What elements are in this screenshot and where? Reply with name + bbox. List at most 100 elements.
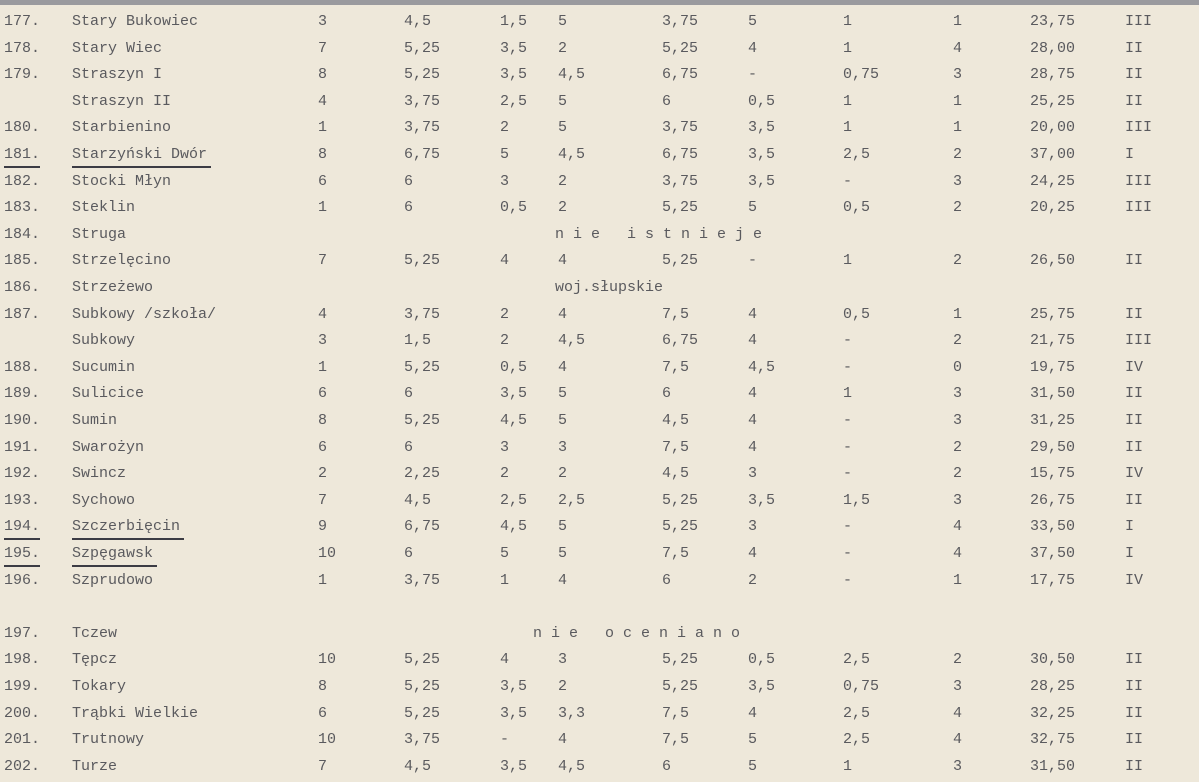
total-score: 26,75 [1030,491,1076,509]
score-cell: 5 [558,545,568,562]
score-cell: 2 [953,252,963,270]
score-cell: 5,25 [404,358,441,376]
score-cell: 3,75 [662,119,699,137]
row-number: 194. [4,517,41,541]
place-name: Tępcz [72,651,118,669]
place-name: Subkowy [72,332,136,350]
score-cell: 3,75 [404,305,441,323]
score-cell: 5,25 [404,39,441,57]
total-score: 25,75 [1030,305,1076,323]
row-number: 192. [4,465,41,483]
score-cell: 7 [318,757,328,775]
score-cell: 1 [843,119,853,137]
score-cell: 3 [500,438,510,456]
score-cell: 4 [558,252,568,270]
class-grade: III [1125,199,1153,217]
row-number: 184. [4,225,41,243]
score-cell: 3 [748,465,758,483]
score-cell: 8 [318,146,328,163]
score-cell: 4,5 [558,757,586,775]
score-cell: 2 [500,305,510,323]
score-cell: 3,5 [500,678,528,695]
class-grade: II [1125,252,1144,270]
score-cell: 4 [500,651,510,669]
score-cell: 3,5 [500,39,528,57]
score-cell: 4 [558,571,568,589]
top-edge [0,0,1199,5]
total-score: 28,25 [1030,678,1076,695]
score-cell: 3,5 [748,678,776,695]
score-cell: - [748,252,758,270]
row-number: 177. [4,13,41,30]
place-name: Tczew [72,624,118,642]
score-cell: - [843,438,853,456]
score-cell: - [843,465,853,483]
row-number: 196. [4,571,41,589]
total-score: 31,50 [1030,757,1076,775]
score-cell: 5 [748,199,758,217]
score-cell: 5,25 [404,412,441,429]
row-number: 187. [4,305,41,323]
score-cell: 3 [953,757,963,775]
row-number: 201. [4,731,41,749]
score-cell: 4 [953,545,963,562]
score-cell: 0,5 [500,358,528,376]
place-name: Szczerbięcin [72,517,185,541]
score-cell: 2,5 [843,731,871,749]
score-cell: 7,5 [662,358,690,376]
score-cell: 2,5 [843,146,871,163]
score-cell: - [843,332,853,350]
score-cell: 1 [953,119,963,137]
score-cell: 3,5 [500,385,528,403]
class-grade: II [1125,385,1144,403]
score-cell: 10 [318,731,337,749]
row-number: 199. [4,678,41,695]
place-name: Swincz [72,465,127,483]
score-cell: 1 [953,13,963,30]
place-name: Turze [72,757,118,775]
score-cell: 2 [953,146,963,163]
score-cell: 10 [318,545,337,562]
total-score: 30,50 [1030,651,1076,669]
row-number: 195. [4,544,41,567]
total-score: 31,50 [1030,385,1076,403]
score-cell: 10 [318,651,337,669]
score-cell: 3,75 [404,119,441,137]
score-cell: 6 [318,385,328,403]
score-cell: 2,5 [558,491,586,509]
score-cell: 8 [318,678,328,695]
score-cell: 5 [558,412,568,429]
score-cell: 9 [318,518,328,536]
score-cell: 5 [558,92,568,110]
class-grade: II [1125,438,1144,456]
score-cell: 6 [404,385,414,403]
score-cell: 4,5 [662,465,690,483]
score-cell: 5,25 [662,39,699,57]
class-grade: II [1125,92,1144,110]
score-cell: 2 [558,172,568,190]
score-cell: 4 [748,438,758,456]
score-cell: 0,5 [500,199,528,217]
place-name: Szprudowo [72,571,154,589]
score-cell: 3,5 [500,704,528,722]
class-grade: I [1125,545,1135,562]
score-cell: - [500,731,510,749]
score-cell: 7,5 [662,305,690,323]
score-cell: 3,5 [748,146,776,163]
place-name: Szpęgawsk [72,544,158,567]
score-cell: 3,3 [558,704,586,722]
score-cell: 3,75 [404,92,441,110]
score-cell: 4,5 [500,518,528,536]
score-cell: 4 [953,704,963,722]
total-score: 33,50 [1030,518,1076,536]
score-cell: 6 [662,92,672,110]
score-cell: 1 [843,13,853,30]
score-cell: - [843,545,853,562]
score-cell: 0,5 [843,199,871,217]
score-cell: 4 [748,39,758,57]
score-cell: 3,5 [748,119,776,137]
score-cell: 6,75 [662,66,699,84]
total-score: 20,00 [1030,119,1076,137]
score-cell: 3,75 [404,731,441,749]
total-score: 25,25 [1030,92,1076,110]
